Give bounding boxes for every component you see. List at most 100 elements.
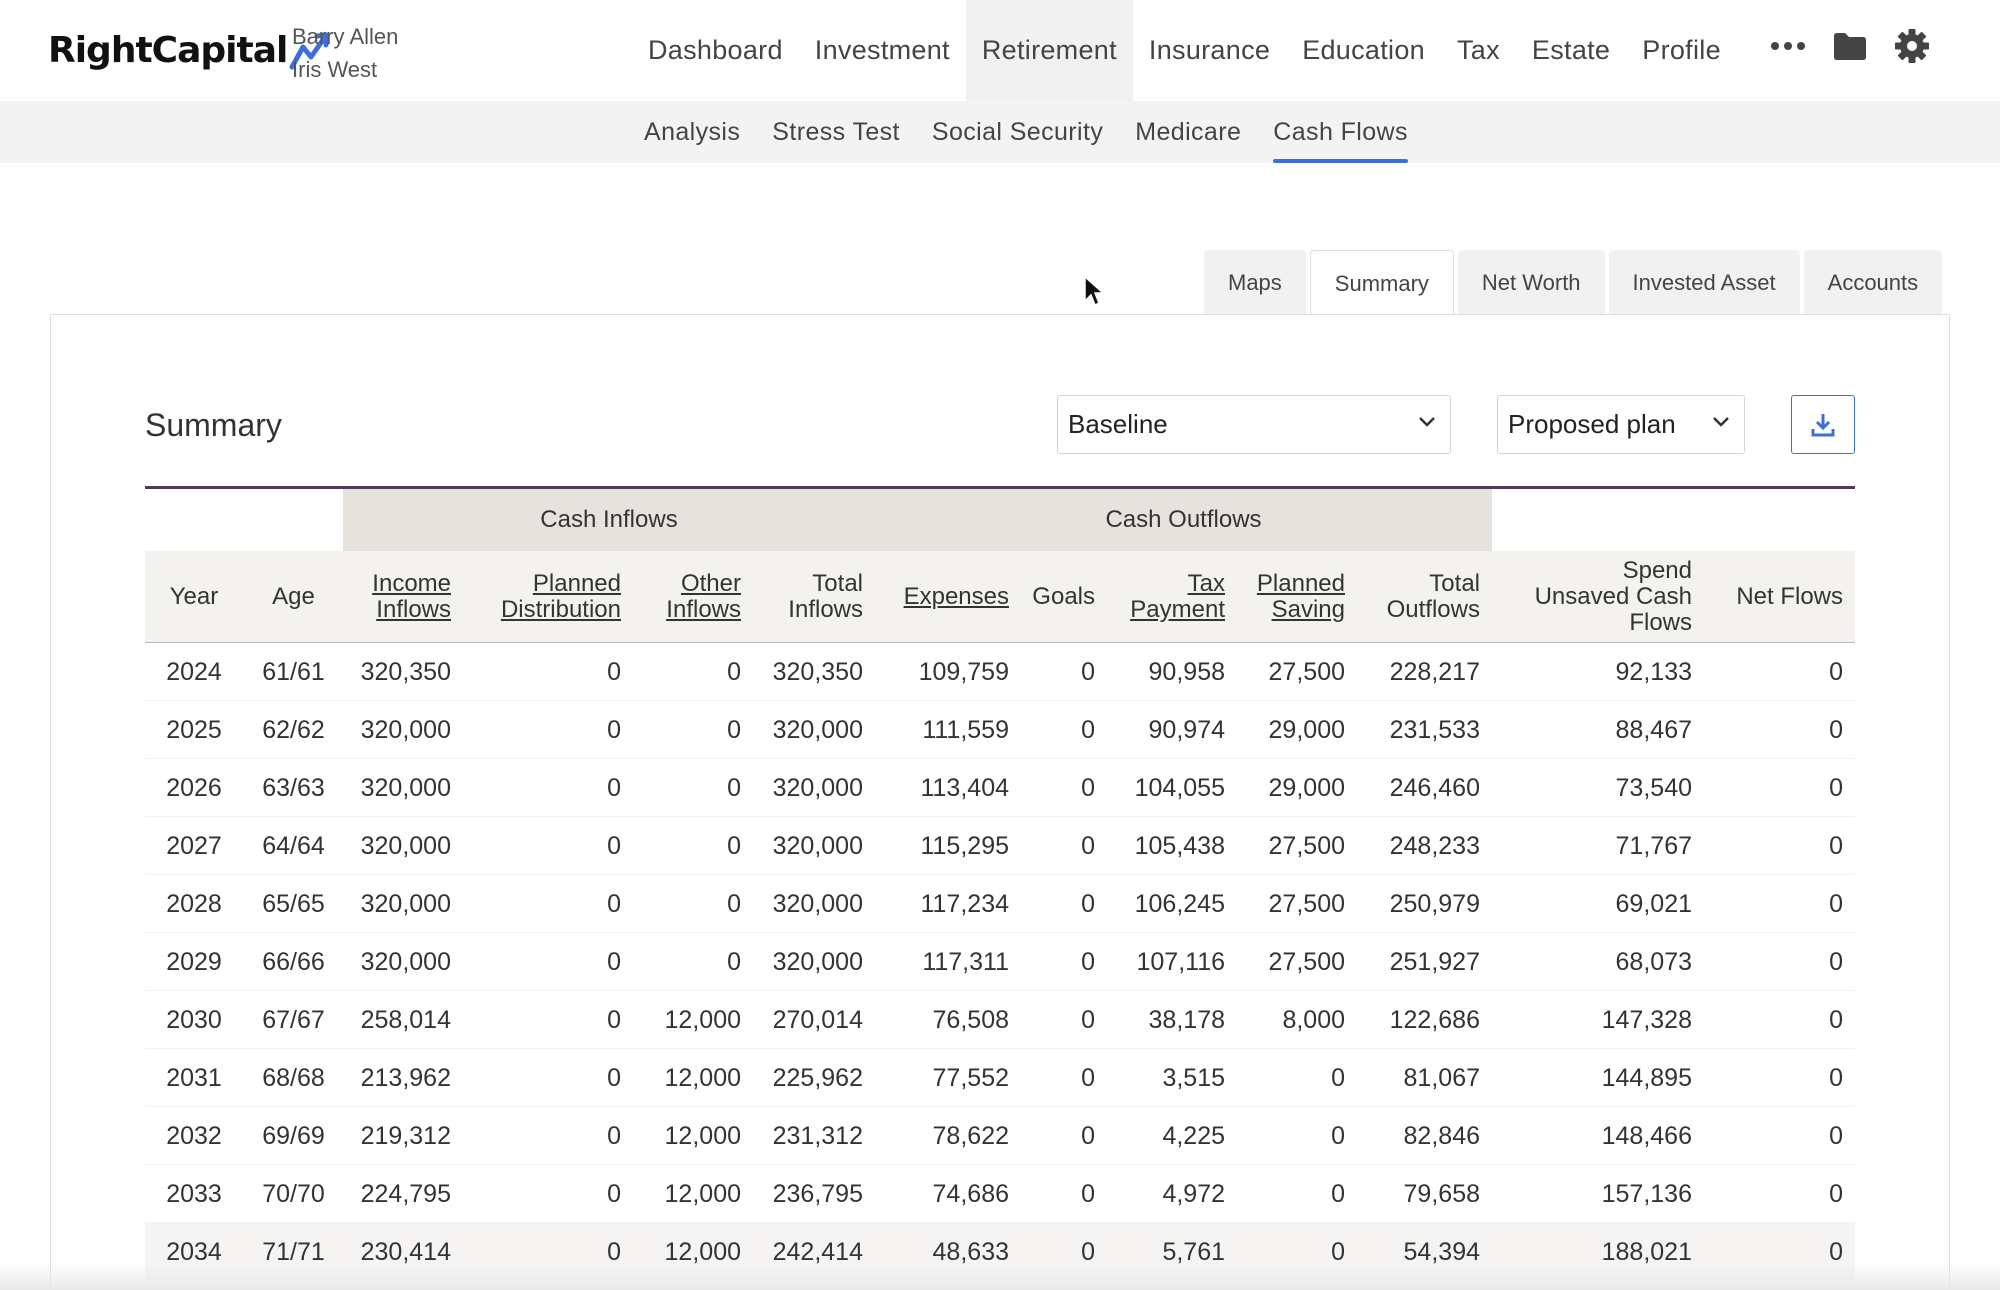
cell-year: 2032 (166, 1122, 222, 1150)
subnav-medicare[interactable]: Medicare (1135, 118, 1242, 146)
cell-planned-saving: 0 (1331, 1064, 1345, 1092)
table-group-header: Cash Inflows Cash Outflows (145, 489, 1855, 551)
header-income-inflows[interactable]: Income Inflows (343, 551, 463, 642)
nav-retirement[interactable]: Retirement (965, 0, 1133, 101)
cell-income-inflows: 320,000 (360, 716, 451, 744)
cell-other-inflows: 0 (727, 948, 741, 976)
cell-total-outflows: 228,217 (1389, 658, 1480, 686)
rightcapital-logo[interactable]: RightCapital (48, 30, 333, 71)
header-goals: Goals (1021, 551, 1107, 642)
cell-total-inflows: 320,000 (772, 832, 863, 860)
subnav-analysis[interactable]: Analysis (644, 118, 741, 146)
tab-accounts[interactable]: Accounts (1803, 250, 1943, 315)
table-row: 2033 70/70 224,795 0 12,000 236,795 74,686 0 4,9… (145, 1165, 1855, 1223)
cell-income-inflows: 219,312 (360, 1122, 451, 1150)
logo-arrow-icon (289, 32, 330, 69)
header-other-inflows[interactable]: Other Inflows (633, 551, 753, 642)
header-planned-distribution[interactable]: Planned Distribution (463, 551, 633, 642)
cell-net-flows: 0 (1829, 716, 1843, 744)
tab-summary[interactable]: Summary (1309, 250, 1454, 315)
header-line: Planned (1256, 569, 1345, 597)
cell-age: 69/69 (262, 1122, 325, 1150)
cell-expenses: 77,552 (932, 1064, 1009, 1092)
cell-total-outflows: 250,979 (1389, 890, 1480, 918)
nav-investment[interactable]: Investment (814, 35, 950, 65)
nav-education[interactable]: Education (1302, 35, 1425, 65)
cell-age: 70/70 (262, 1180, 325, 1208)
more-icon[interactable] (1770, 40, 1806, 52)
cell-planned-saving: 0 (1331, 1238, 1345, 1266)
nav-dashboard[interactable]: Dashboard (648, 35, 783, 65)
cash-flow-summary-table: Cash Inflows Cash Outflows Year Age Income… (145, 486, 1855, 1281)
mouse-cursor-icon (1084, 275, 1105, 307)
cell-planned-distribution: 0 (607, 716, 621, 744)
chevron-down-icon (1419, 417, 1435, 427)
table-row: 2029 66/66 320,000 0 0 320,000 117,311 0 107,116… (145, 933, 1855, 991)
cell-income-inflows: 224,795 (360, 1180, 451, 1208)
cell-planned-saving: 27,500 (1268, 658, 1345, 686)
subnav-cash-flows[interactable]: Cash Flows (1257, 101, 1424, 163)
cell-spend-unsaved-cash-flows: 88,467 (1615, 716, 1692, 744)
header-expenses[interactable]: Expenses (875, 551, 1021, 642)
tab-net-worth[interactable]: Net Worth (1457, 250, 1605, 315)
folder-icon[interactable] (1832, 30, 1868, 62)
cell-other-inflows: 12,000 (664, 1006, 741, 1034)
client-primary: Barry Allen (292, 24, 399, 49)
header-age: Age (243, 551, 343, 642)
subnav-social-security[interactable]: Social Security (931, 118, 1104, 146)
header-line: Saving (1271, 595, 1345, 623)
subnav-stress-test[interactable]: Stress Test (772, 118, 900, 146)
header-spend-unsaved-cash-flows: Spend Unsaved Cash Flows (1492, 551, 1704, 642)
cell-goals: 0 (1081, 1180, 1095, 1208)
cell-expenses: 117,234 (920, 890, 1009, 918)
panel-title: Summary (145, 407, 282, 443)
cell-year: 2030 (166, 1006, 222, 1034)
tab-maps[interactable]: Maps (1204, 250, 1306, 315)
cell-total-inflows: 225,962 (772, 1064, 863, 1092)
cell-goals: 0 (1081, 716, 1095, 744)
cell-income-inflows: 320,000 (360, 890, 451, 918)
nav-estate[interactable]: Estate (1531, 35, 1611, 65)
tab-invested-asset[interactable]: Invested Asset (1608, 250, 1800, 315)
cell-income-inflows: 258,014 (360, 1006, 451, 1034)
client-names[interactable]: Barry Allen Iris West (292, 20, 398, 86)
cell-net-flows: 0 (1829, 1238, 1843, 1266)
cell-planned-saving: 27,500 (1268, 832, 1345, 860)
header-line: Flows (1629, 608, 1692, 636)
cell-planned-distribution: 0 (607, 1122, 621, 1150)
header-year: Year (145, 551, 243, 642)
plan-select[interactable]: Proposed plan (1497, 395, 1745, 454)
cell-planned-saving: 27,500 (1268, 948, 1345, 976)
cell-planned-distribution: 0 (607, 948, 621, 976)
cell-tax-payment: 4,972 (1162, 1180, 1225, 1208)
download-button[interactable] (1791, 395, 1855, 454)
cell-other-inflows: 0 (727, 774, 741, 802)
cell-spend-unsaved-cash-flows: 148,466 (1601, 1122, 1692, 1150)
cell-spend-unsaved-cash-flows: 68,073 (1615, 948, 1692, 976)
scenario-select[interactable]: Baseline (1057, 395, 1451, 454)
header-line: Goals (1032, 582, 1095, 610)
cell-other-inflows: 0 (727, 716, 741, 744)
cell-income-inflows: 320,000 (360, 774, 451, 802)
cell-total-outflows: 251,927 (1389, 948, 1480, 976)
header-planned-saving[interactable]: Planned Saving (1237, 551, 1357, 642)
cell-income-inflows: 320,350 (360, 658, 451, 686)
cell-year: 2027 (166, 832, 222, 860)
client-spouse: Iris West (292, 57, 378, 82)
cell-year: 2033 (166, 1180, 222, 1208)
table-row: 2025 62/62 320,000 0 0 320,000 111,559 0 90,974 2… (145, 701, 1855, 759)
header-tax-payment[interactable]: Tax Payment (1107, 551, 1237, 642)
cell-year: 2028 (166, 890, 222, 918)
nav-profile[interactable]: Profile (1642, 35, 1721, 65)
cell-net-flows: 0 (1829, 1180, 1843, 1208)
nav-tax[interactable]: Tax (1456, 35, 1500, 65)
cell-age: 68/68 (262, 1064, 325, 1092)
bottom-edge (0, 1262, 2000, 1290)
cell-planned-saving: 27,500 (1268, 890, 1345, 918)
cell-planned-saving: 0 (1331, 1180, 1345, 1208)
header-line: Income (372, 569, 451, 597)
gear-icon[interactable] (1894, 28, 1930, 64)
nav-insurance[interactable]: Insurance (1148, 35, 1271, 65)
cell-other-inflows: 12,000 (664, 1238, 741, 1266)
cell-age: 64/64 (262, 832, 325, 860)
